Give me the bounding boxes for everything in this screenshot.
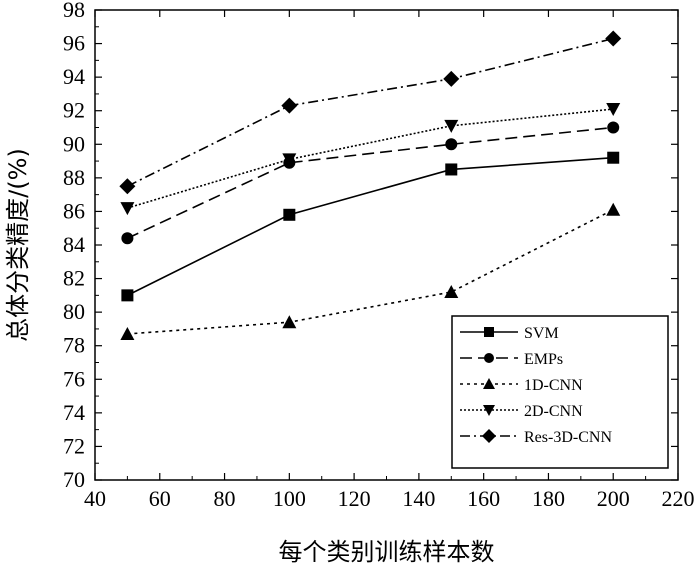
y-tick-label: 82	[63, 266, 85, 291]
data-point	[282, 315, 297, 329]
x-tick-label: 180	[532, 486, 565, 511]
data-point	[606, 202, 621, 216]
legend-label: 1D-CNN	[524, 377, 583, 394]
series-res-3d-cnn	[119, 30, 622, 195]
x-tick-label: 220	[662, 486, 695, 511]
y-tick-label: 76	[63, 366, 85, 391]
y-tick-label: 88	[63, 165, 85, 190]
x-tick-label: 100	[273, 486, 306, 511]
y-tick-label: 86	[63, 198, 85, 223]
y-tick-label: 70	[63, 467, 85, 492]
series-svm	[121, 151, 620, 302]
y-axis-title: 总体分类精度/(%)	[4, 148, 32, 342]
data-point	[281, 97, 298, 114]
data-point	[607, 151, 620, 164]
series-layer	[119, 30, 622, 340]
series-line	[127, 108, 614, 209]
legend-label: 2D-CNN	[524, 403, 583, 420]
legend-marker	[482, 429, 496, 443]
legend-item: 2D-CNN	[460, 403, 583, 420]
axes: 40 60 80 100 120 140 160 180 200 220 70 72 74 76 78 80 8…	[63, 0, 695, 511]
data-point	[283, 208, 296, 221]
y-tick-label: 84	[63, 232, 85, 257]
data-point	[605, 30, 622, 47]
legend-item: SVM	[460, 325, 559, 342]
series-line	[127, 156, 614, 297]
x-axis-title: 每个类别训练样本数	[279, 538, 495, 566]
series-2d-cnn	[120, 103, 621, 216]
data-point	[444, 285, 459, 298]
legend-item: EMPs	[460, 351, 563, 368]
legend-label: SVM	[524, 325, 559, 342]
legend-box	[451, 315, 669, 469]
x-tick-label: 140	[402, 486, 435, 511]
legend-marker	[484, 327, 494, 337]
data-point	[445, 138, 458, 151]
y-tick-label: 94	[63, 64, 85, 89]
y-tick-label: 78	[63, 333, 85, 358]
series-emps	[121, 121, 620, 245]
x-tick-label: 60	[149, 486, 171, 511]
legend-label: EMPs	[524, 351, 563, 368]
data-point	[121, 232, 134, 245]
legend: SVM EMPs 1D-CNN 2D-CNN Res-3D-CNN	[451, 315, 669, 469]
legend-marker	[484, 353, 494, 363]
data-point	[444, 119, 459, 133]
legend-item: 1D-CNN	[460, 377, 583, 394]
x-tick-label: 200	[597, 486, 630, 511]
data-point	[607, 121, 620, 134]
data-point	[119, 178, 136, 195]
y-tick-label: 92	[63, 98, 85, 123]
x-tick-label: 120	[338, 486, 371, 511]
y-tick-label: 96	[63, 31, 85, 56]
legend-marker	[483, 378, 495, 389]
x-tick-label: 160	[467, 486, 500, 511]
x-tick-label: 80	[214, 486, 236, 511]
y-tick-label: 80	[63, 299, 85, 324]
legend-item: Res-3D-CNN	[460, 429, 612, 446]
y-tick-label: 72	[63, 433, 85, 458]
series-line	[127, 37, 614, 187]
data-point	[443, 70, 460, 87]
data-point	[121, 289, 134, 302]
series-1d-cnn	[120, 202, 621, 340]
y-tick-label: 98	[63, 0, 85, 22]
data-point	[282, 153, 297, 167]
legend-label: Res-3D-CNN	[524, 429, 612, 446]
data-point	[120, 202, 135, 216]
data-point	[120, 326, 135, 340]
y-tick-label: 90	[63, 131, 85, 156]
y-tick-label: 74	[63, 400, 85, 425]
data-point	[445, 163, 458, 176]
legend-marker	[483, 405, 495, 416]
data-point	[606, 103, 621, 117]
series-line	[127, 126, 614, 240]
x-tick-label: 40	[84, 486, 106, 511]
